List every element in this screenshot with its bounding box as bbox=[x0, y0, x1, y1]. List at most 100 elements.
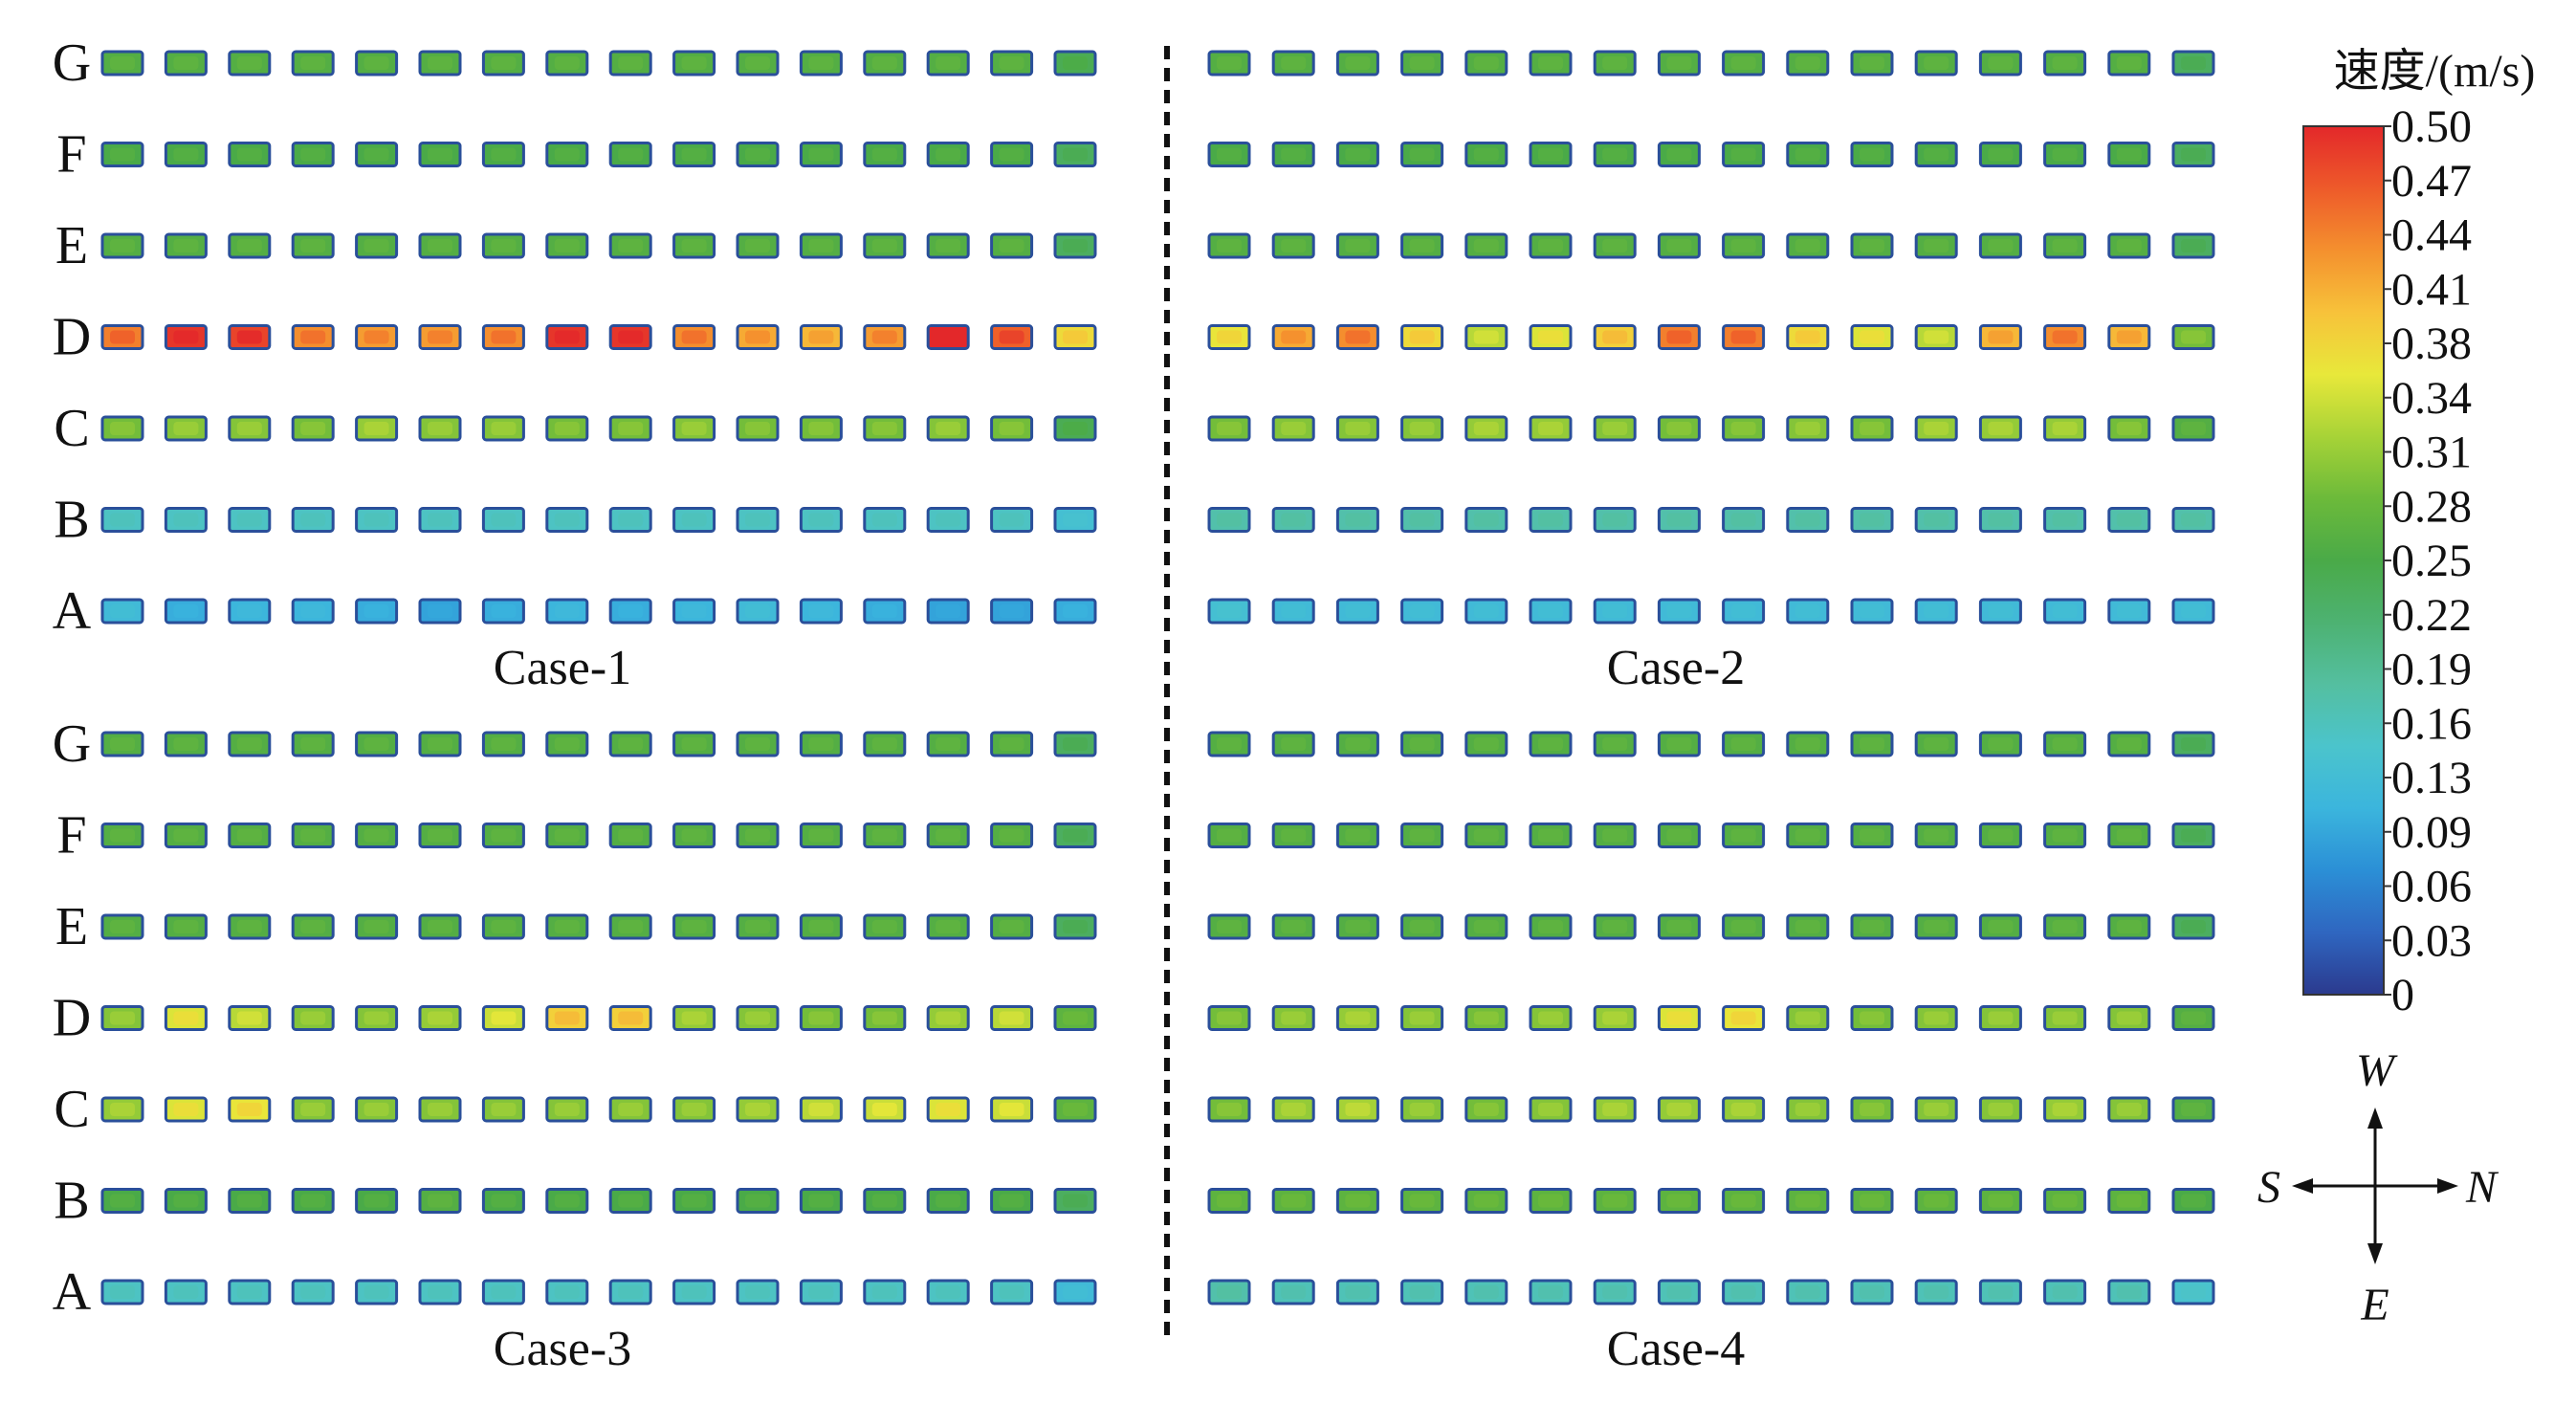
velocity-cell-core bbox=[618, 422, 644, 435]
velocity-cell-core bbox=[1924, 239, 1949, 252]
velocity-cell-core bbox=[173, 604, 199, 618]
velocity-cell-core bbox=[1860, 1103, 1884, 1116]
velocity-cell-core bbox=[1988, 604, 2014, 618]
velocity-cell-core bbox=[2052, 1011, 2078, 1025]
velocity-cell-core bbox=[808, 422, 834, 435]
velocity-cell-core bbox=[871, 239, 897, 252]
velocity-cell-core bbox=[871, 737, 897, 751]
velocity-cell-core bbox=[428, 330, 452, 344]
velocity-cell-core bbox=[1063, 239, 1088, 252]
velocity-cell-core bbox=[1473, 513, 1499, 527]
velocity-cell-core bbox=[173, 737, 199, 751]
velocity-cell-core bbox=[363, 828, 389, 843]
velocity-cell-core bbox=[236, 828, 262, 843]
velocity-cell-core bbox=[2181, 239, 2206, 252]
colorbar-ticks: 0.500.470.440.410.380.340.310.280.250.22… bbox=[2384, 101, 2472, 1020]
velocity-cell-core bbox=[1409, 239, 1435, 252]
velocity-cell-core bbox=[1473, 1194, 1499, 1208]
velocity-cell-core bbox=[1217, 422, 1242, 435]
velocity-cell-core bbox=[236, 330, 262, 344]
velocity-cell-core bbox=[1473, 147, 1499, 162]
velocity-cell-core bbox=[936, 147, 961, 162]
row-label: F bbox=[56, 125, 86, 185]
velocity-cell-core bbox=[999, 330, 1024, 344]
case-label: Case-3 bbox=[494, 1322, 631, 1376]
velocity-cell-core bbox=[1281, 147, 1307, 162]
velocity-cell-core bbox=[1281, 1285, 1307, 1299]
velocity-cell-core bbox=[1988, 147, 2014, 162]
velocity-cell-core bbox=[300, 56, 326, 70]
velocity-cell-core bbox=[363, 1194, 389, 1208]
velocity-cell-core bbox=[1924, 920, 1949, 933]
velocity-cell-core bbox=[554, 147, 580, 162]
velocity-cell-core bbox=[936, 239, 961, 252]
velocity-cell-core bbox=[1666, 828, 1692, 843]
velocity-cell-core bbox=[110, 239, 135, 252]
velocity-cell-core bbox=[173, 147, 199, 162]
colorbar-tick-label: 0.19 bbox=[2391, 645, 2472, 695]
velocity-cell-core bbox=[808, 330, 834, 344]
velocity-cell-core bbox=[1217, 513, 1242, 527]
velocity-cell-core bbox=[1730, 604, 1756, 618]
velocity-cell-core bbox=[871, 1194, 897, 1208]
velocity-cell-core bbox=[491, 239, 517, 252]
velocity-cell-core bbox=[1217, 239, 1242, 252]
velocity-cell-core bbox=[2181, 330, 2206, 344]
velocity-cell-core bbox=[745, 1194, 770, 1208]
velocity-cell-core bbox=[681, 1194, 707, 1208]
velocity-cell-core bbox=[745, 422, 770, 435]
velocity-cell-core bbox=[2181, 920, 2206, 933]
velocity-cell-core bbox=[1217, 1285, 1242, 1299]
velocity-cell-core bbox=[1860, 1011, 1884, 1025]
velocity-cell-core bbox=[554, 1194, 580, 1208]
velocity-cell-core bbox=[681, 604, 707, 618]
velocity-cell-core bbox=[1730, 422, 1756, 435]
velocity-cell-core bbox=[745, 1011, 770, 1025]
velocity-cell-core bbox=[300, 1194, 326, 1208]
velocity-cell-core bbox=[491, 604, 517, 618]
velocity-cell-core bbox=[618, 737, 644, 751]
velocity-cell-core bbox=[1730, 513, 1756, 527]
velocity-cell-core bbox=[363, 422, 389, 435]
velocity-cell-core bbox=[1666, 737, 1692, 751]
velocity-cell-core bbox=[745, 56, 770, 70]
velocity-cell-core bbox=[1602, 56, 1628, 70]
velocity-cell-core bbox=[1345, 422, 1371, 435]
velocity-cell-core bbox=[1988, 1194, 2014, 1208]
velocity-cell-core bbox=[618, 330, 644, 344]
velocity-cell-core bbox=[2052, 422, 2078, 435]
velocity-cell-core bbox=[110, 513, 135, 527]
velocity-cell-core bbox=[173, 828, 199, 843]
velocity-cell-core bbox=[1063, 604, 1088, 618]
velocity-cell-core bbox=[236, 920, 262, 933]
velocity-cell-core bbox=[2181, 1194, 2206, 1208]
velocity-cell-core bbox=[1063, 330, 1088, 344]
velocity-cell-core bbox=[491, 330, 517, 344]
velocity-cell-core bbox=[618, 604, 644, 618]
velocity-cell-core bbox=[2052, 513, 2078, 527]
velocity-cell-core bbox=[681, 147, 707, 162]
velocity-cell-core bbox=[1281, 1011, 1307, 1025]
velocity-cell-core bbox=[491, 1103, 517, 1116]
velocity-cell-core bbox=[1988, 920, 2014, 933]
velocity-cell-core bbox=[999, 1194, 1024, 1208]
velocity-cell-core bbox=[554, 1011, 580, 1025]
velocity-cell-core bbox=[808, 1194, 834, 1208]
velocity-cell-core bbox=[1988, 56, 2014, 70]
velocity-cell-core bbox=[1860, 147, 1884, 162]
velocity-cell-core bbox=[936, 920, 961, 933]
velocity-cell-core bbox=[936, 1103, 961, 1116]
velocity-cell-core bbox=[618, 1011, 644, 1025]
velocity-cell-core bbox=[1538, 1285, 1563, 1299]
velocity-cell-core bbox=[936, 56, 961, 70]
velocity-cell-core bbox=[681, 1103, 707, 1116]
colorbar-tick-label: 0.44 bbox=[2391, 210, 2472, 261]
velocity-cell-core bbox=[236, 1194, 262, 1208]
velocity-cell-core bbox=[936, 737, 961, 751]
velocity-cell-core bbox=[808, 604, 834, 618]
colorbar-tick-label: 0.41 bbox=[2391, 264, 2472, 315]
velocity-cell-core bbox=[428, 737, 452, 751]
velocity-cell-core bbox=[808, 1285, 834, 1299]
velocity-cell-core bbox=[2052, 737, 2078, 751]
velocity-cell-core bbox=[236, 239, 262, 252]
